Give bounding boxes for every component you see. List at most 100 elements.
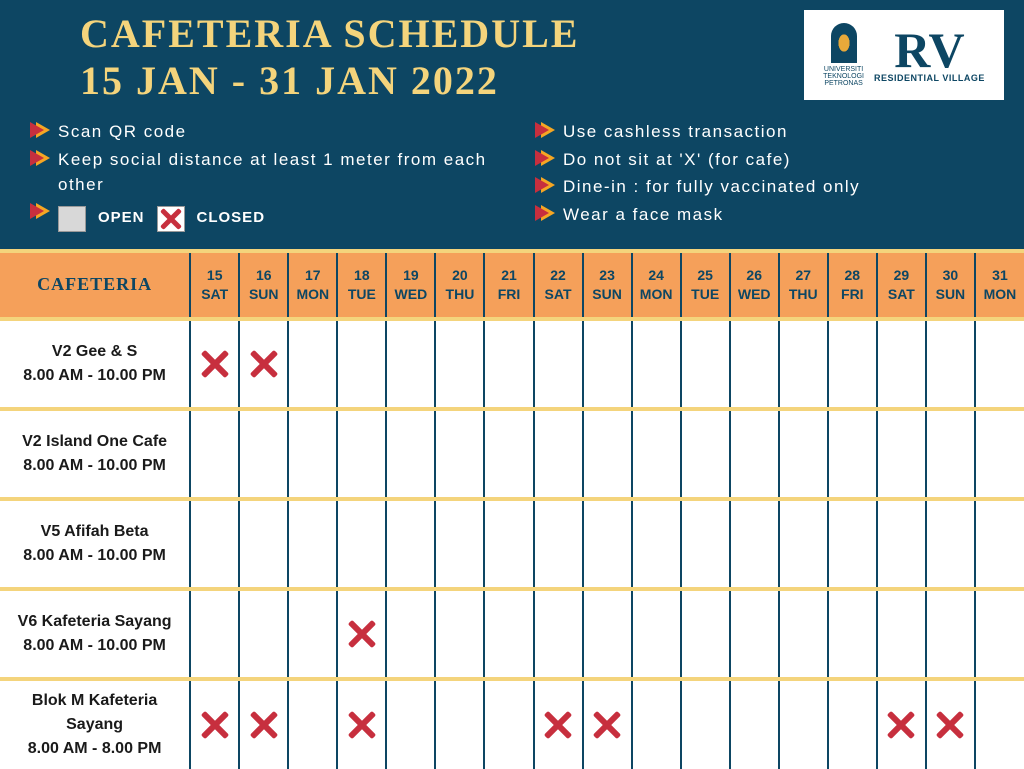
day-dow: SUN bbox=[927, 285, 974, 303]
schedule-cell bbox=[288, 589, 337, 679]
rule-text: Scan QR code bbox=[58, 119, 187, 145]
legend-row: OPEN CLOSED bbox=[30, 200, 535, 232]
rule-item: Dine-in : for fully vaccinated only bbox=[535, 174, 994, 200]
day-header: 28FRI bbox=[828, 253, 877, 319]
logo-box: UNIVERSITI TEKNOLOGI PETRONAS RV RESIDEN… bbox=[804, 10, 1004, 100]
schedule-cell bbox=[975, 499, 1024, 589]
rule-item: Scan QR code bbox=[30, 119, 535, 145]
open-box-icon bbox=[58, 206, 86, 232]
schedule-cell bbox=[681, 499, 730, 589]
day-dow: SUN bbox=[240, 285, 287, 303]
schedule-cell bbox=[779, 499, 828, 589]
schedule-cell bbox=[632, 679, 681, 769]
open-label: OPEN bbox=[98, 207, 145, 230]
schedule-cell bbox=[288, 679, 337, 769]
rule-text: Keep social distance at least 1 meter fr… bbox=[58, 147, 535, 198]
schedule-cell bbox=[386, 319, 435, 409]
closed-box-icon bbox=[157, 206, 185, 232]
schedule-cell bbox=[632, 319, 681, 409]
schedule-cell bbox=[435, 589, 484, 679]
schedule-cell bbox=[877, 499, 926, 589]
day-num: 28 bbox=[829, 266, 876, 284]
schedule-cell bbox=[681, 589, 730, 679]
utp-icon bbox=[831, 23, 857, 63]
schedule-cell bbox=[828, 409, 877, 499]
schedule-cell bbox=[239, 319, 288, 409]
day-dow: SAT bbox=[878, 285, 925, 303]
schedule-cell bbox=[484, 589, 533, 679]
rules-right-col: Use cashless transactionDo not sit at 'X… bbox=[535, 119, 994, 234]
day-dow: SAT bbox=[191, 285, 238, 303]
day-dow: THU bbox=[780, 285, 827, 303]
day-header: 18TUE bbox=[337, 253, 386, 319]
schedule-cell bbox=[681, 679, 730, 769]
schedule-cell bbox=[534, 679, 583, 769]
rule-text: Wear a face mask bbox=[563, 202, 724, 228]
rules-left-col: Scan QR codeKeep social distance at leas… bbox=[30, 119, 535, 234]
schedule-cell bbox=[190, 679, 239, 769]
day-header: 17MON bbox=[288, 253, 337, 319]
day-header: 23SUN bbox=[583, 253, 632, 319]
header: CAFETERIA SCHEDULE 15 JAN - 31 JAN 2022 … bbox=[0, 0, 1024, 109]
schedule-cell bbox=[926, 589, 975, 679]
day-header: 20THU bbox=[435, 253, 484, 319]
x-icon bbox=[160, 208, 182, 230]
day-num: 29 bbox=[878, 266, 925, 284]
cafeteria-hours: 8.00 AM - 10.00 PM bbox=[4, 634, 185, 658]
rule-item: Keep social distance at least 1 meter fr… bbox=[30, 147, 535, 198]
schedule-cell bbox=[190, 319, 239, 409]
schedule-cell bbox=[337, 679, 386, 769]
utp-logo: UNIVERSITI TEKNOLOGI PETRONAS bbox=[823, 23, 864, 87]
schedule-cell bbox=[583, 409, 632, 499]
bullet-icon bbox=[30, 150, 50, 166]
schedule-cell bbox=[337, 409, 386, 499]
rule-text: Dine-in : for fully vaccinated only bbox=[563, 174, 860, 200]
day-num: 20 bbox=[436, 266, 483, 284]
rv-text: RV bbox=[894, 28, 964, 73]
schedule-cell bbox=[681, 319, 730, 409]
day-num: 15 bbox=[191, 266, 238, 284]
schedule-cell bbox=[288, 319, 337, 409]
closed-x-icon bbox=[547, 714, 569, 736]
cafeteria-name-cell: V2 Gee & S8.00 AM - 10.00 PM bbox=[0, 319, 190, 409]
closed-x-icon bbox=[351, 623, 373, 645]
day-header: 31MON bbox=[975, 253, 1024, 319]
schedule-cell bbox=[779, 409, 828, 499]
closed-label: CLOSED bbox=[197, 207, 266, 230]
schedule-table-wrap: CAFETERIA15SAT16SUN17MON18TUE19WED20THU2… bbox=[0, 249, 1024, 769]
schedule-cell bbox=[239, 499, 288, 589]
schedule-cell bbox=[730, 679, 779, 769]
closed-x-icon bbox=[890, 714, 912, 736]
schedule-cell bbox=[484, 679, 533, 769]
schedule-cell bbox=[239, 589, 288, 679]
rule-item: Use cashless transaction bbox=[535, 119, 994, 145]
schedule-cell bbox=[386, 499, 435, 589]
schedule-table: CAFETERIA15SAT16SUN17MON18TUE19WED20THU2… bbox=[0, 253, 1024, 769]
cafeteria-header: CAFETERIA bbox=[0, 253, 190, 319]
closed-x-icon bbox=[351, 714, 373, 736]
table-row: V5 Afifah Beta8.00 AM - 10.00 PM bbox=[0, 499, 1024, 589]
cafeteria-name-cell: V6 Kafeteria Sayang8.00 AM - 10.00 PM bbox=[0, 589, 190, 679]
closed-x-icon bbox=[939, 714, 961, 736]
table-row: Blok M Kafeteria Sayang8.00 AM - 8.00 PM bbox=[0, 679, 1024, 769]
schedule-cell bbox=[583, 589, 632, 679]
day-num: 16 bbox=[240, 266, 287, 284]
schedule-cell bbox=[828, 499, 877, 589]
schedule-cell bbox=[926, 499, 975, 589]
day-dow: THU bbox=[436, 285, 483, 303]
schedule-cell bbox=[534, 319, 583, 409]
cafeteria-name-cell: V5 Afifah Beta8.00 AM - 10.00 PM bbox=[0, 499, 190, 589]
schedule-cell bbox=[435, 409, 484, 499]
day-dow: MON bbox=[289, 285, 336, 303]
day-dow: FRI bbox=[485, 285, 532, 303]
schedule-cell bbox=[975, 319, 1024, 409]
day-header: 25TUE bbox=[681, 253, 730, 319]
day-header: 16SUN bbox=[239, 253, 288, 319]
schedule-cell bbox=[435, 679, 484, 769]
schedule-cell bbox=[386, 589, 435, 679]
day-num: 30 bbox=[927, 266, 974, 284]
schedule-cell bbox=[386, 409, 435, 499]
cafeteria-name-cell: V2 Island One Cafe8.00 AM - 10.00 PM bbox=[0, 409, 190, 499]
cafeteria-name: V6 Kafeteria Sayang bbox=[4, 610, 185, 634]
schedule-cell bbox=[730, 409, 779, 499]
